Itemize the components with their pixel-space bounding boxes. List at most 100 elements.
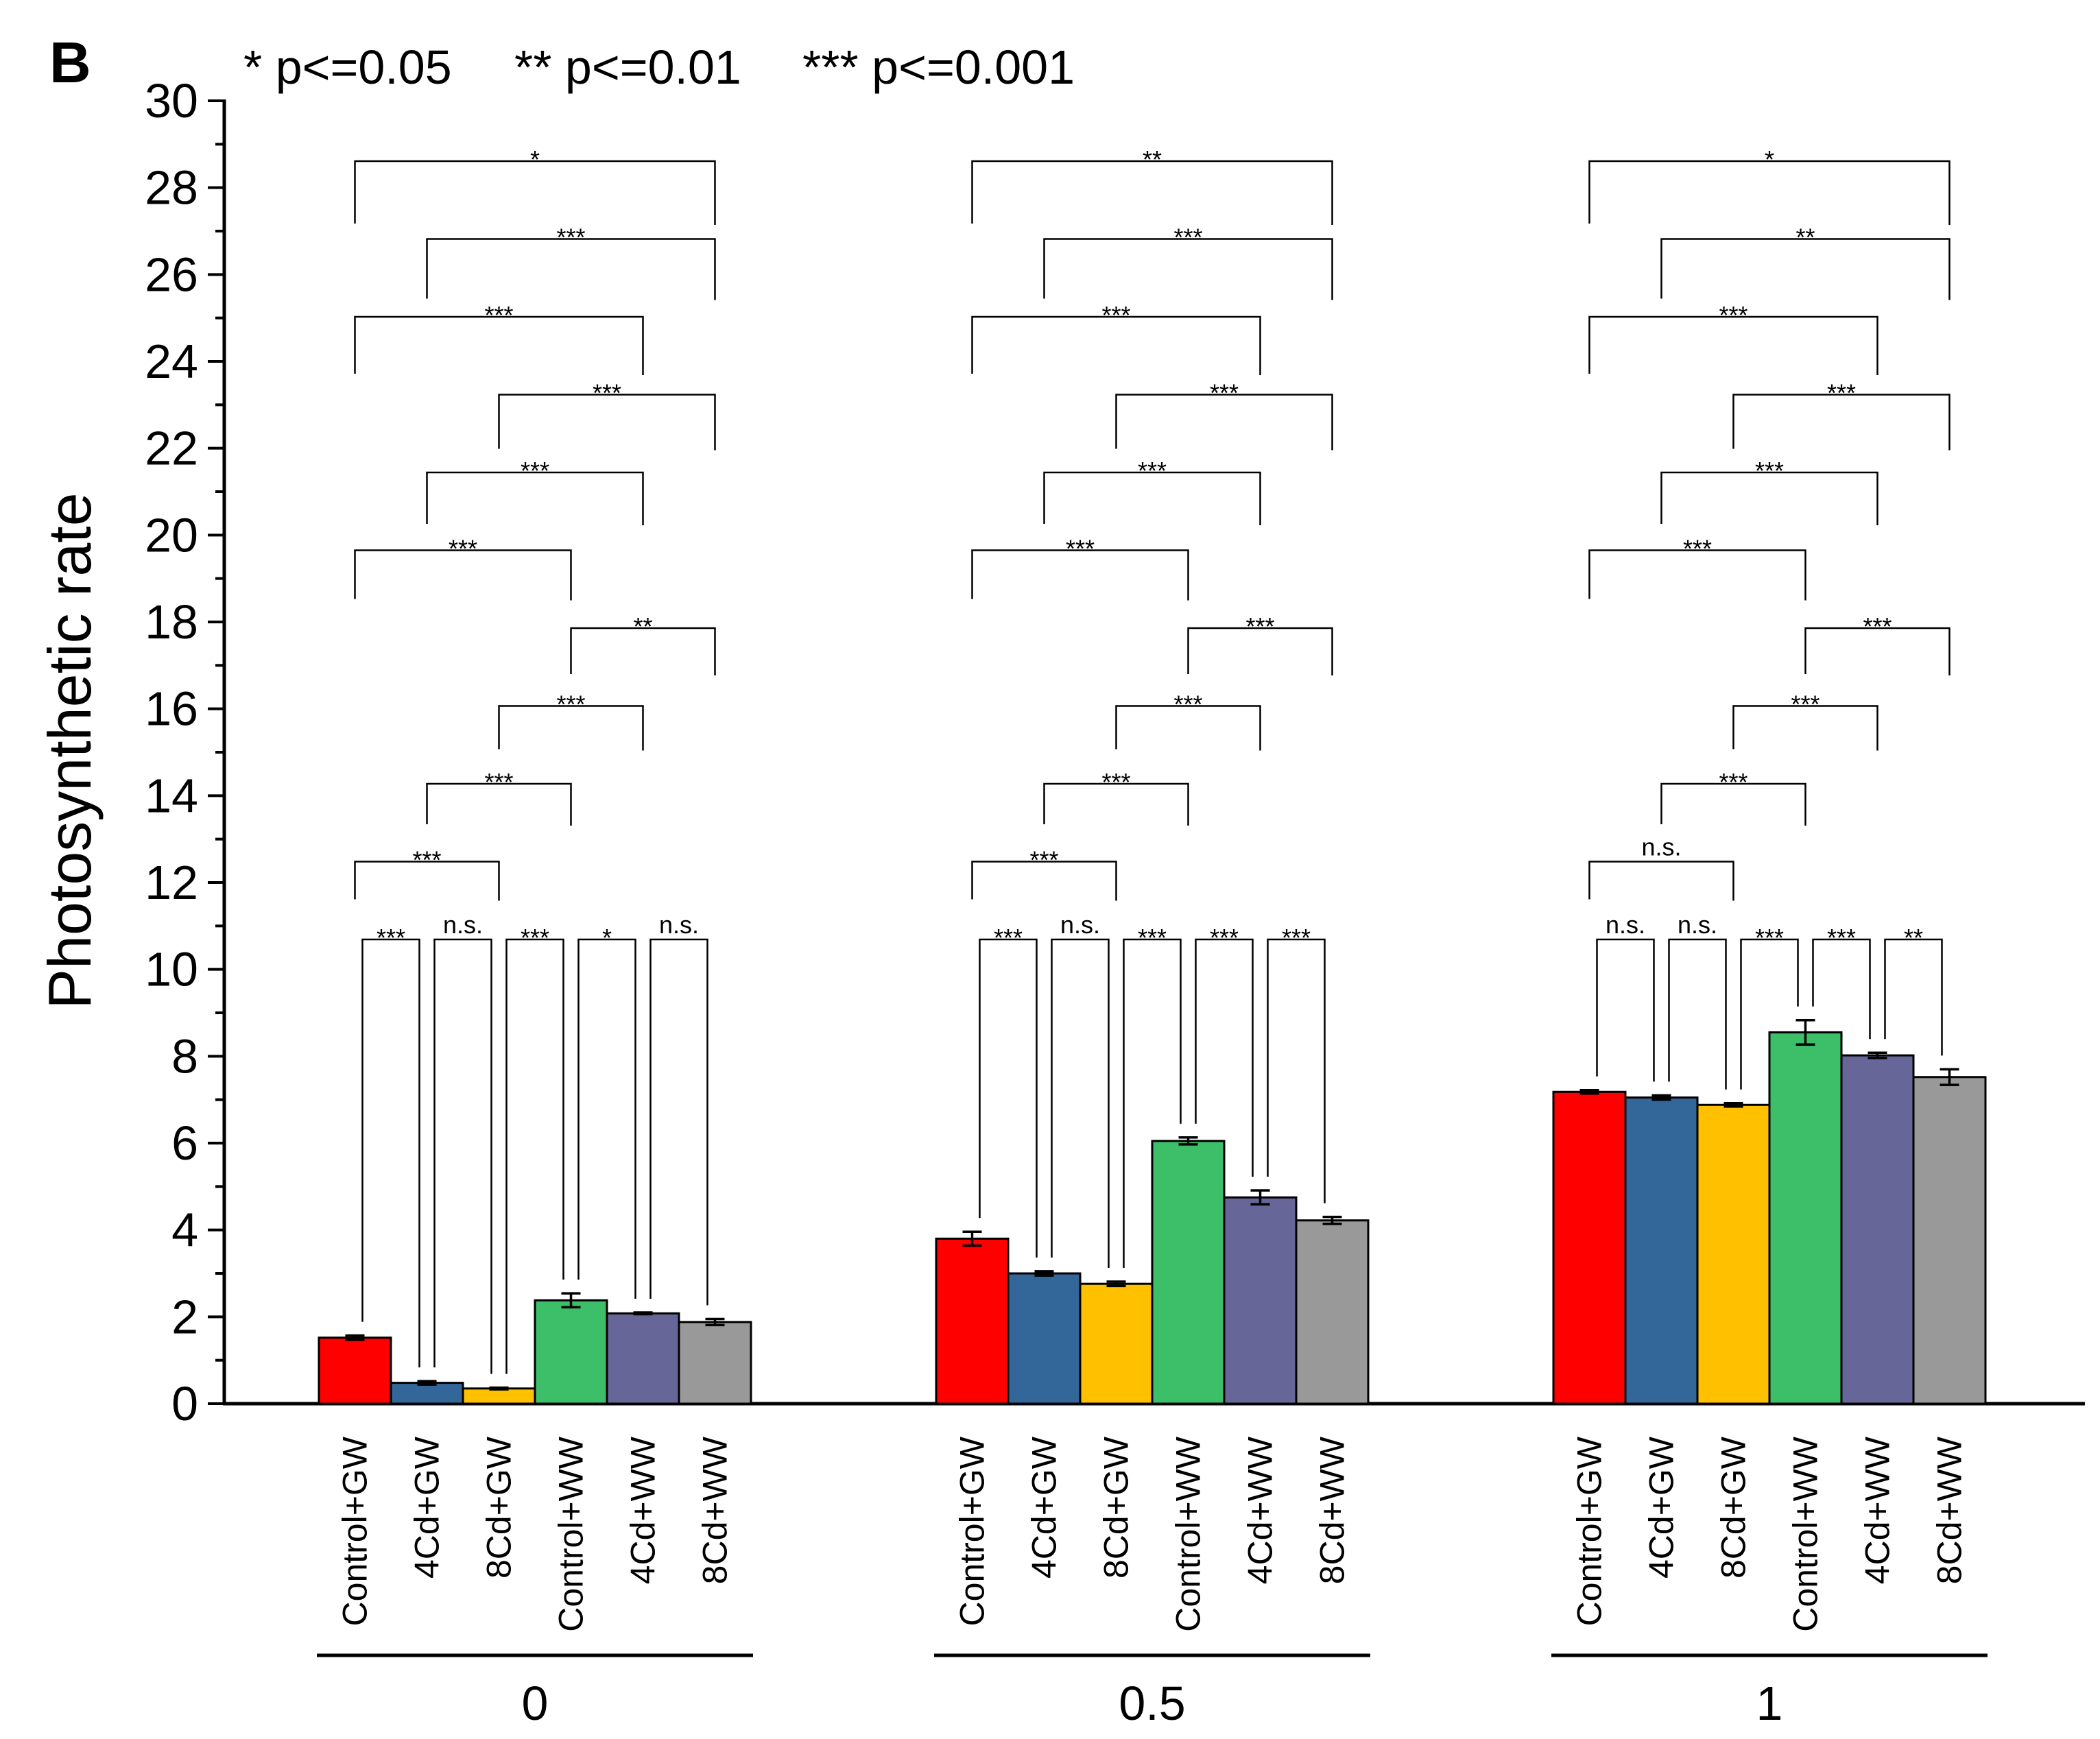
bar [678, 1321, 752, 1405]
y-tick-label: 6 [171, 1116, 198, 1170]
y-tick-label: 12 [145, 856, 198, 909]
significance-label: *** [484, 768, 513, 796]
bar [1079, 1282, 1154, 1405]
significance-bracket [354, 861, 500, 901]
y-tick-label: 22 [145, 422, 198, 475]
significance-label: *** [1101, 768, 1130, 796]
y-tick-label: 24 [145, 335, 198, 388]
significance-label: *** [1863, 612, 1892, 640]
significance-bracket [433, 938, 492, 1374]
y-tick-label: 30 [145, 74, 198, 128]
treatment-label: 8Cd+WW [696, 1436, 735, 1584]
significance-label: n.s. [443, 911, 483, 939]
significance-label: *** [1827, 924, 1856, 952]
treatment-label: Control+GW [1571, 1436, 1609, 1626]
significance-label: *** [1210, 924, 1239, 952]
significance-label: *** [521, 924, 549, 952]
bar [390, 1382, 464, 1405]
treatment-label: 8Cd+WW [1931, 1436, 1969, 1584]
significance-label: *** [593, 379, 621, 407]
treatment-label: 4Cd+GW [1025, 1436, 1064, 1579]
significance-bracket [971, 861, 1117, 901]
significance-label: ** [1904, 924, 1923, 952]
significance-bracket [1115, 705, 1261, 751]
treatment-label: Control+GW [336, 1436, 374, 1626]
significance-label: *** [1138, 457, 1167, 485]
bar [1840, 1054, 1915, 1405]
significance-bracket [1660, 471, 1878, 525]
significance-bracket [1812, 938, 1871, 1040]
treatment-label: 4Cd+WW [1859, 1436, 1897, 1584]
significance-legend-2: ** p<=0.01 [514, 40, 741, 94]
significance-label: *** [1683, 535, 1712, 563]
y-tick-label: 14 [145, 769, 198, 822]
y-tick-label: 28 [145, 161, 198, 215]
significance-bracket [1051, 938, 1110, 1269]
significance-bracket [505, 938, 564, 1374]
treatment-label: Control+WW [1169, 1436, 1208, 1632]
group-label: 1 [1756, 1677, 1783, 1730]
significance-label: *** [1282, 924, 1311, 952]
y-tick-label: 20 [145, 508, 198, 562]
y-tick-label: 8 [171, 1029, 198, 1083]
significance-label: ** [1795, 224, 1815, 252]
bar [1223, 1196, 1298, 1405]
significance-bracket [1187, 627, 1333, 675]
significance-bracket [1043, 782, 1189, 826]
significance-bracket [361, 938, 420, 1368]
panel-label: B [49, 30, 91, 95]
y-axis-label: Photosynthetic rate [36, 492, 104, 1009]
significance-label: n.s. [1678, 911, 1717, 939]
significance-label: *** [556, 224, 585, 252]
significance-label: n.s. [1060, 911, 1100, 939]
treatment-label: Control+WW [552, 1436, 590, 1632]
significance-bracket [1660, 238, 1950, 300]
y-tick-label: 10 [145, 943, 198, 996]
significance-bracket [1115, 394, 1333, 451]
significance-brackets: *** n.s. *** * n.s.*************************… [354, 145, 1950, 1374]
treatment-label: 8Cd+GW [480, 1436, 518, 1579]
significance-label: *** [1245, 612, 1274, 640]
significance-label: *** [1101, 301, 1130, 329]
significance-label: n.s. [1606, 911, 1645, 939]
treatment-label: 4Cd+WW [1241, 1436, 1280, 1584]
treatment-label: 4Cd+GW [408, 1436, 446, 1579]
significance-bracket [1588, 160, 1950, 225]
significance-label: *** [1173, 691, 1202, 719]
treatment-label: 8Cd+WW [1313, 1436, 1352, 1584]
category-labels: Control+GW 4Cd+GW 8Cd+GW Control+WW 4Cd+WW 8C… [317, 1436, 1988, 1730]
significance-label: *** [1791, 691, 1819, 719]
significance-bracket [1596, 938, 1655, 1082]
significance-bracket [1588, 549, 1806, 601]
significance-bracket [1123, 938, 1182, 1269]
bar [1151, 1140, 1226, 1405]
significance-bracket [570, 627, 716, 675]
bar [1007, 1272, 1082, 1405]
bar [534, 1299, 608, 1405]
significance-bracket [1195, 938, 1254, 1177]
significance-bracket [498, 705, 644, 751]
treatment-label: 8Cd+GW [1097, 1436, 1136, 1579]
significance-bracket [971, 315, 1261, 375]
y-tick-label: 4 [171, 1203, 198, 1257]
significance-bracket [1043, 238, 1333, 300]
y-tick-label: 26 [145, 248, 198, 301]
significance-bracket [354, 549, 572, 601]
bar [1768, 1031, 1843, 1405]
significance-label: *** [1719, 768, 1747, 796]
bars [318, 1019, 1987, 1405]
y-tick-label: 0 [171, 1377, 198, 1430]
significance-label: * [602, 924, 612, 952]
bar [1696, 1103, 1771, 1405]
significance-label: *** [1066, 535, 1095, 563]
significance-label: * [1765, 145, 1774, 173]
significance-bracket [1732, 705, 1878, 751]
significance-label: n.s. [1641, 833, 1681, 861]
significance-label: *** [412, 846, 441, 874]
significance-bracket [426, 471, 644, 525]
significance-bracket [1884, 938, 1943, 1056]
significance-label: *** [1719, 301, 1747, 329]
significance-label: *** [1173, 224, 1202, 252]
bar [462, 1387, 536, 1405]
